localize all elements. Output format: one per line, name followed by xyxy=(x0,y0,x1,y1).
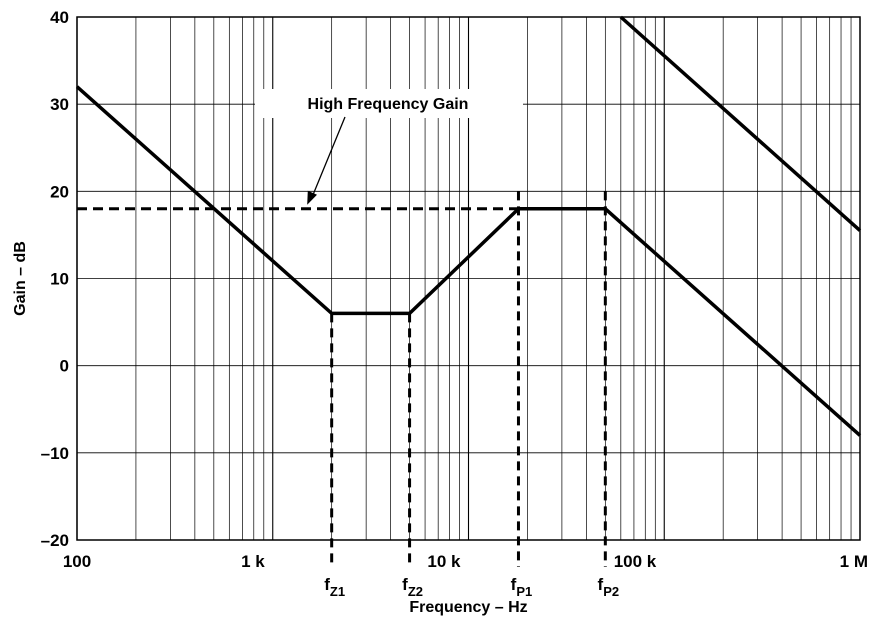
y-tick-label: –10 xyxy=(41,444,69,463)
x-tick-label: 100 k xyxy=(614,552,657,571)
y-tick-label: 0 xyxy=(60,357,69,376)
frequency-marker-main: f xyxy=(402,575,408,594)
frequency-marker-lines xyxy=(330,191,607,567)
frequency-marker-label: fP1 xyxy=(511,575,533,599)
series-lines xyxy=(75,15,862,437)
frequency-marker-subscript: P2 xyxy=(603,584,619,599)
frequency-marker-main: f xyxy=(511,575,517,594)
frequency-marker-label: fZ1 xyxy=(324,575,345,599)
annotation-label: High Frequency Gain xyxy=(308,96,469,113)
x-axis-label: Frequency – Hz xyxy=(409,599,527,616)
annotation-group: High Frequency Gain xyxy=(255,89,523,205)
y-tick-label: 30 xyxy=(50,95,69,114)
y-axis-label: Gain – dB xyxy=(12,241,29,316)
frequency-marker-subscript: P1 xyxy=(516,584,532,599)
frequency-marker-main: f xyxy=(598,575,604,594)
y-tick-label: 40 xyxy=(50,8,69,27)
solid-series-line xyxy=(619,15,862,232)
plot-frame xyxy=(76,16,861,541)
annotation-arrowhead xyxy=(307,190,317,205)
frequency-marker-label: fP2 xyxy=(598,575,620,599)
annotation-label-background xyxy=(255,89,523,118)
y-tick-label: 10 xyxy=(50,270,69,289)
frequency-marker-subscript: Z1 xyxy=(330,584,345,599)
x-tick-label: 100 xyxy=(63,552,91,571)
annotation-arrow xyxy=(311,116,346,198)
frequency-marker-main: f xyxy=(324,575,330,594)
y-tick-labels: –20 –10 0 10 20 30 40 xyxy=(41,8,69,550)
y-tick-label: –20 xyxy=(41,531,69,550)
x-tick-label: 1 k xyxy=(241,552,265,571)
x-tick-label: 10 k xyxy=(427,552,461,571)
x-tick-label: 1 M xyxy=(840,552,868,571)
solid-series-line xyxy=(75,85,862,437)
frequency-marker-subscript: Z2 xyxy=(408,584,423,599)
frequency-marker-labels: fZ1 fZ2 fP1 fP2 xyxy=(324,575,619,599)
x-tick-labels: 100 1 k 10 k 100 k 1 M xyxy=(63,552,868,571)
frequency-marker-label: fZ2 xyxy=(402,575,423,599)
y-tick-label: 20 xyxy=(50,182,69,201)
